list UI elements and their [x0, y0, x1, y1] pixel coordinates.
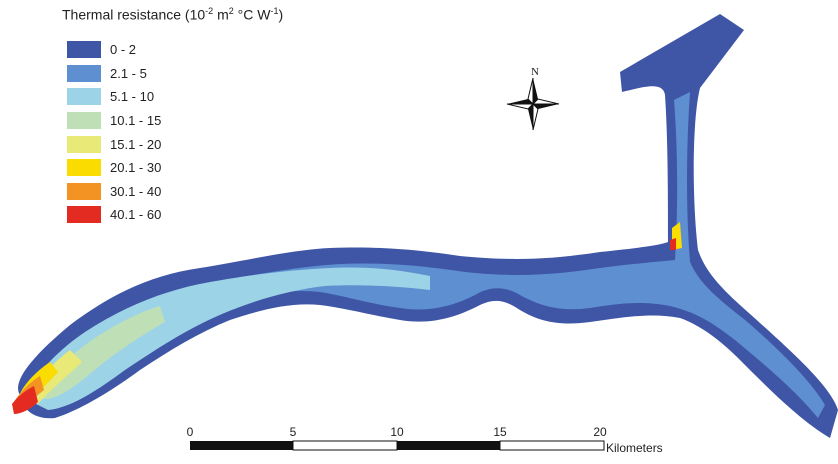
scale-tick-10: 10 — [390, 425, 404, 439]
legend-swatch-0 — [67, 41, 101, 59]
reservoir-outline — [18, 14, 838, 438]
scale-tick-15: 15 — [493, 425, 507, 439]
legend-swatch-7 — [67, 206, 101, 224]
legend-item-3: 10.1 - 15 — [67, 109, 161, 133]
north-arrow-icon — [506, 77, 560, 131]
scale-tick-5: 5 — [289, 425, 297, 439]
legend-label-7: 40.1 - 60 — [110, 207, 162, 223]
legend-label-3: 10.1 - 15 — [110, 113, 162, 129]
legend-label-6: 30.1 - 40 — [110, 183, 162, 199]
legend-label-4: 15.1 - 20 — [110, 136, 162, 152]
scale-bar — [190, 440, 605, 451]
legend-item-7: 40.1 - 60 — [67, 203, 161, 227]
legend-swatch-6 — [67, 182, 101, 200]
legend-swatch-5 — [67, 159, 101, 177]
legend-title: Thermal resistance (10-2 m2 °C W-1) — [62, 6, 284, 23]
legend-swatch-3 — [67, 112, 101, 130]
scale-unit-label: Kilometers — [606, 441, 663, 455]
legend-item-5: 20.1 - 30 — [67, 156, 161, 180]
legend-item-4: 15.1 - 20 — [67, 132, 161, 156]
legend-item-0: 0 - 2 — [67, 38, 161, 62]
legend-item-1: 2.1 - 5 — [67, 62, 161, 86]
legend-label-5: 20.1 - 30 — [110, 160, 162, 176]
legend: 0 - 2 2.1 - 5 5.1 - 10 10.1 - 15 15.1 - … — [67, 38, 161, 227]
legend-label-2: 5.1 - 10 — [110, 89, 155, 105]
scale-tick-0: 0 — [186, 425, 194, 439]
legend-item-2: 5.1 - 10 — [67, 85, 161, 109]
legend-label-1: 2.1 - 5 — [110, 65, 147, 81]
zone-40-60 — [12, 386, 38, 414]
scale-tick-20: 20 — [593, 425, 607, 439]
legend-item-6: 30.1 - 40 — [67, 180, 161, 204]
north-label: N — [531, 66, 539, 78]
zone-40-60-east — [670, 238, 676, 250]
legend-label-0: 0 - 2 — [110, 42, 137, 58]
zone-10-15 — [40, 306, 165, 400]
legend-swatch-2 — [67, 88, 101, 106]
legend-swatch-4 — [67, 135, 101, 153]
legend-swatch-1 — [67, 64, 101, 82]
